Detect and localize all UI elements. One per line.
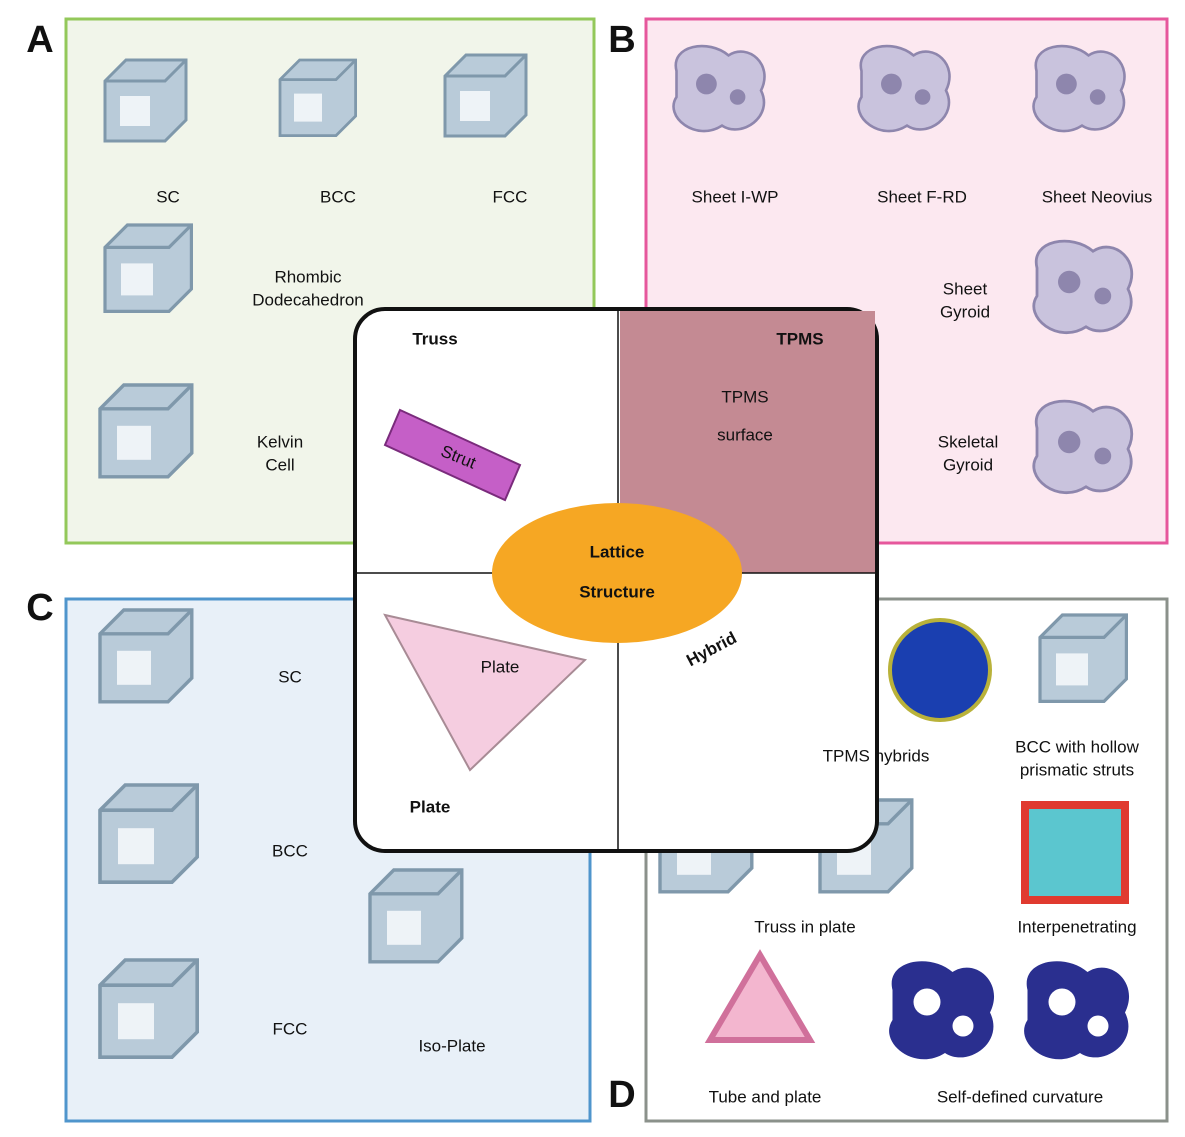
item-label: Sheet I-WP xyxy=(692,187,779,206)
tpms-title: TPMS xyxy=(776,329,823,348)
item-label: BCC xyxy=(320,187,356,206)
item-label: Self-defined curvature xyxy=(937,1087,1103,1106)
panel-letter: C xyxy=(26,587,53,629)
panel-letter: D xyxy=(608,1074,635,1116)
truss-title: Truss xyxy=(412,329,457,348)
item-label: FCC xyxy=(273,1019,308,1038)
core-label: Lattice xyxy=(590,542,645,561)
item-label: Kelvin xyxy=(257,432,303,451)
item-label: Cell xyxy=(265,455,294,474)
strut-shape xyxy=(383,408,522,502)
item-label: Gyroid xyxy=(943,455,993,474)
tpms-surface-shape xyxy=(620,311,875,573)
item-label: Rhombic xyxy=(274,267,342,286)
core-ellipse xyxy=(492,503,742,643)
tpms-surface-label: surface xyxy=(717,425,773,444)
item-label: Sheet xyxy=(943,279,988,298)
item-label: Skeletal xyxy=(938,432,998,451)
item-label: BCC xyxy=(272,841,308,860)
item-label: Iso-Plate xyxy=(418,1036,485,1055)
item-label: prismatic struts xyxy=(1020,760,1134,779)
item-label: Interpenetrating xyxy=(1017,917,1136,936)
tpms-surface-label: TPMS xyxy=(721,387,768,406)
core-label: Structure xyxy=(579,582,655,601)
item-label: BCC with hollow xyxy=(1015,737,1139,756)
panel-letter: B xyxy=(608,19,635,61)
item-label: SC xyxy=(278,667,302,686)
panel-letter: A xyxy=(26,19,53,61)
item-label: Sheet F-RD xyxy=(877,187,967,206)
item-label: Dodecahedron xyxy=(252,290,364,309)
item-label: FCC xyxy=(493,187,528,206)
item-label: Tube and plate xyxy=(709,1087,822,1106)
plate-shape xyxy=(383,613,588,772)
plate-label: Plate xyxy=(481,657,520,676)
item-label: Truss in plate xyxy=(754,917,855,936)
item-label: SC xyxy=(156,187,180,206)
item-label: Sheet Neovius xyxy=(1042,187,1153,206)
item-label: TPMS hybrids xyxy=(823,746,930,765)
item-label: Gyroid xyxy=(940,302,990,321)
plate-title: Plate xyxy=(410,797,451,816)
